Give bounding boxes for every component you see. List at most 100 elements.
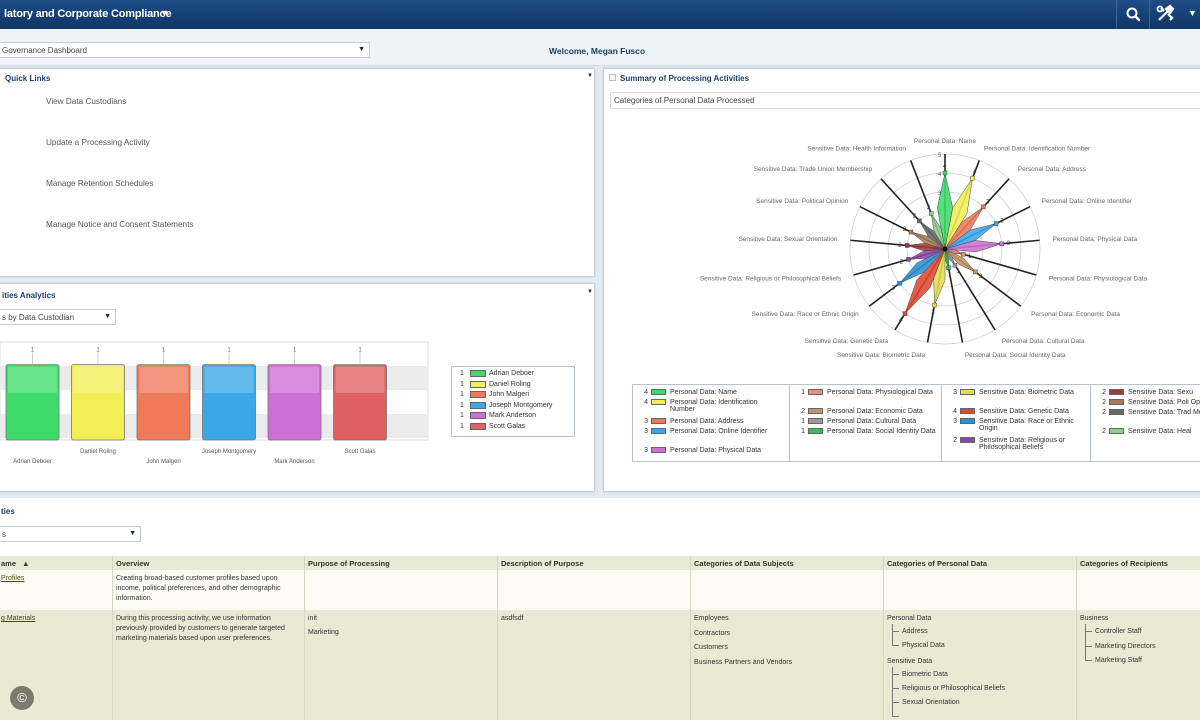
category-label: Sensitive Data: Trade Union Membership: [754, 166, 873, 173]
legend-count: 4: [644, 399, 648, 406]
analytics-title: ities Analytics: [2, 291, 56, 300]
legend-swatch: [470, 422, 486, 430]
legend-count: 1: [460, 380, 464, 388]
tree-connector: [1085, 660, 1092, 661]
column-header-purpose[interactable]: Purpose of Processing: [308, 559, 390, 568]
tools-icon: [1156, 4, 1175, 21]
activities-filter-select[interactable]: s ▼: [0, 526, 141, 542]
bar: [267, 364, 322, 441]
data-label: 2: [898, 243, 902, 249]
copyright-icon: ©: [10, 686, 34, 710]
legend-item: 1 John Malgeri: [460, 391, 529, 398]
column-header-overview[interactable]: Overview: [116, 559, 150, 568]
legend-item: 1 Daniel Roling: [460, 380, 531, 388]
legend-swatch: [470, 370, 486, 377]
data-label: 3: [1000, 218, 1004, 224]
legend-count: 2: [1102, 428, 1106, 435]
legend-count: 1: [460, 370, 464, 377]
recipient-group: Business: [1080, 615, 1109, 622]
legend-item: 3 Personal Data: Address: [641, 418, 780, 425]
column-divider: [112, 556, 113, 720]
legend-item: 4 Personal Data: Identification Number: [641, 399, 780, 413]
dashboard-select-value: Governance Dashboard: [2, 46, 87, 55]
x-tick-label: Mark Anderson: [274, 459, 314, 465]
link-manage-notice-consent[interactable]: Manage Notice and Consent Statements: [46, 220, 194, 229]
legend-item: 1 Personal Data: Physiological Data: [798, 389, 937, 396]
legend-count: 3: [953, 418, 957, 425]
summary-title: Summary of Processing Activities: [620, 74, 750, 83]
activity-overview: Creating broad-based customer profiles b…: [116, 575, 281, 602]
legend-item: 1 Adrian Deboer: [460, 370, 534, 377]
legend-item: 2 Personal Data: Economic Data: [798, 408, 937, 415]
radial-tick-label: 4: [938, 172, 942, 178]
link-manage-retention-schedules[interactable]: Manage Retention Schedules: [46, 179, 154, 188]
quick-links-collapse-icon[interactable]: ▼: [587, 73, 593, 79]
personal-data-item: Religious or Philosophical Beliefs: [902, 685, 1006, 692]
bar-highlight: [139, 366, 188, 393]
radar-marker: [961, 251, 966, 257]
legend-count: 2: [1102, 409, 1106, 416]
radar-chart-legend: 4 Personal Data: Name 4 Personal Data: Iden…: [632, 384, 1200, 462]
analytics-view-select[interactable]: s by Data Custodian ▼: [0, 309, 116, 325]
legend-label: Joseph Montgomery: [489, 401, 553, 409]
legend-swatch: [808, 428, 823, 434]
personal-data-radar-chart: 1234544333121134322222Personal Data: Nam…: [700, 138, 1148, 359]
data-label: 3: [892, 286, 896, 292]
legend-item: 4 Personal Data: Name: [641, 389, 780, 396]
category-label: Personal Data: Identification Number: [984, 145, 1091, 152]
data-subject-item: Employees: [694, 615, 729, 622]
dashboard-select[interactable]: Governance Dashboard ▼: [0, 42, 370, 58]
bar: [333, 364, 387, 441]
personal-data-item: Physical Data: [902, 642, 945, 649]
personal-data-group: Personal Data: [887, 615, 932, 622]
data-subject-item: Business Partners and Vendors: [694, 659, 793, 666]
data-subject-item: Customers: [694, 644, 728, 651]
activity-name-link[interactable]: g Materials: [1, 615, 36, 622]
tools-button[interactable]: ▼: [1150, 0, 1200, 29]
radar-marker: [946, 265, 951, 270]
summary-checkbox[interactable]: [609, 74, 616, 81]
category-label: Personal Data: Physical Data: [1053, 236, 1138, 243]
radar-chart-title: Categories of Personal Data Processed: [610, 92, 1200, 109]
legend-label: Personal Data: Physical Data: [670, 447, 762, 454]
app-menu-caret-icon[interactable]: ▼: [160, 8, 169, 18]
activity-name-link[interactable]: Profiles: [1, 575, 25, 582]
recipient-item: Controller Staff: [1095, 628, 1142, 635]
bar-highlight: [73, 366, 123, 393]
x-tick-label: Joseph Montgomery: [202, 449, 256, 455]
category-label: Personal Data: Economic Data: [1031, 311, 1120, 318]
legend-swatch: [470, 380, 486, 388]
column-divider: [304, 556, 305, 720]
welcome-message: Welcome, Megan Fusco: [549, 46, 646, 56]
link-view-data-custodians[interactable]: View Data Custodians: [46, 97, 127, 106]
legend-count: 2: [1102, 399, 1106, 406]
legend-count: 4: [644, 389, 648, 396]
column-header-personal-data[interactable]: Categories of Personal Data: [887, 559, 988, 568]
column-header-description[interactable]: Description of Purpose: [501, 559, 584, 568]
category-label: Personal Data: Social Identity Data: [965, 352, 1066, 359]
column-header-name[interactable]: ame ▲: [1, 559, 30, 568]
analytics-collapse-icon[interactable]: ▼: [587, 289, 593, 295]
column-header-recipients[interactable]: Categories of Recipients: [1080, 559, 1168, 568]
legend-label: Personal Data: Physiological Data: [827, 389, 933, 396]
data-label: 1: [31, 348, 35, 354]
tree-connector: [892, 631, 899, 632]
radar-marker: [993, 221, 999, 226]
data-label: 1: [957, 269, 961, 275]
category-label: Personal Data: Online Identifier: [1042, 198, 1133, 205]
legend-label: Sensitive Data: Trad Membership: [1128, 409, 1200, 416]
data-label: 3: [986, 200, 990, 206]
bar: [202, 364, 256, 441]
data-label: 4: [943, 164, 947, 170]
legend-swatch: [960, 389, 975, 395]
legend-swatch: [470, 412, 486, 419]
column-header-data-subjects[interactable]: Categories of Data Subjects: [694, 559, 794, 568]
table-row: g Materials During this processing activ…: [0, 610, 1200, 720]
search-button[interactable]: [1116, 0, 1150, 29]
link-update-processing-activity[interactable]: Update a Processing Activity: [46, 138, 150, 147]
legend-count: 3: [644, 447, 648, 454]
legend-column: 1 Personal Data: Physiological Data 2 Perso…: [790, 385, 942, 461]
quick-links-panel: [0, 68, 595, 277]
legend-item: 3 Sensitive Data: Biometric Data: [950, 389, 1089, 396]
data-label: 3: [931, 310, 935, 316]
